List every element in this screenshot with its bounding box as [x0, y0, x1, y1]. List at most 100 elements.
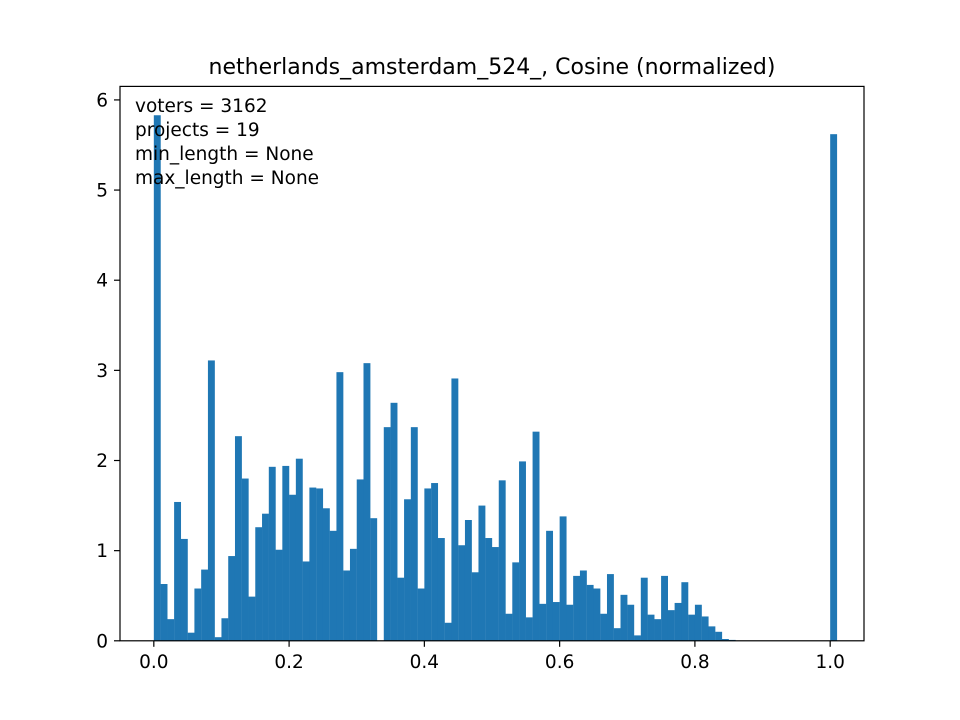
histogram-bar [201, 569, 209, 641]
histogram-bar [241, 478, 249, 641]
y-tick-label: 6 [96, 90, 108, 111]
histogram-bar [667, 610, 675, 641]
histogram-bar [552, 602, 560, 641]
histogram-bar [458, 545, 466, 641]
histogram-bar [525, 617, 533, 641]
histogram-bar [282, 465, 290, 641]
histogram-bar [444, 622, 452, 641]
histogram-bar [579, 570, 587, 641]
histogram-bar [654, 619, 662, 641]
x-tick-label: 0.8 [680, 652, 709, 673]
histogram-bar [478, 505, 486, 641]
y-axis: 0 1 2 3 4 5 6 [96, 90, 120, 652]
histogram-bar [586, 584, 594, 641]
histogram-bar [228, 556, 236, 641]
histogram-bar [606, 574, 614, 641]
histogram-bar [174, 501, 182, 641]
histogram-bar [262, 513, 269, 641]
histogram-bar [424, 488, 432, 641]
annotation-max-length: max_length = None [135, 168, 319, 189]
histogram-bar [647, 614, 655, 641]
histogram-bar [180, 538, 188, 641]
histogram-bar [214, 637, 222, 641]
histogram-bar [356, 479, 364, 641]
histogram-bar [160, 584, 168, 641]
histogram-bar [559, 516, 567, 641]
histogram-bar [309, 487, 317, 641]
x-axis: 0.0 0.2 0.4 0.6 0.8 1.0 [139, 640, 845, 673]
histogram-bar [295, 458, 303, 641]
histogram-bar [701, 616, 709, 641]
histogram-bar [539, 603, 547, 641]
histogram-bar [532, 431, 540, 641]
annotation-min-length: min_length = None [135, 144, 314, 165]
histogram-bar [383, 427, 391, 641]
histogram-bar [329, 530, 337, 641]
histogram-bar [336, 372, 344, 641]
histogram-bar [694, 604, 702, 641]
histogram-bar [613, 628, 621, 641]
histogram-bar [302, 561, 310, 641]
y-tick-label: 1 [96, 541, 108, 562]
histogram-bar [708, 626, 716, 641]
axes-frame [119, 85, 865, 642]
y-tick-label: 5 [96, 181, 108, 202]
histogram-bar [437, 538, 445, 641]
histogram-bar [343, 570, 351, 641]
annotation-projects: projects = 19 [135, 120, 260, 141]
histogram-bar [640, 577, 648, 641]
histogram-bar [688, 614, 696, 641]
histogram-bar [275, 549, 283, 641]
histogram-bar [485, 538, 493, 641]
histogram-bar [187, 632, 195, 641]
histogram-bar [505, 613, 513, 641]
annotation-voters: voters = 3162 [135, 96, 268, 117]
histogram-bar [410, 427, 418, 641]
histogram-bar [234, 436, 242, 641]
histogram-bar [363, 363, 371, 641]
histogram-bar [221, 618, 229, 641]
histogram-bar [153, 115, 161, 641]
histogram-bar [681, 582, 689, 641]
chart-title: netherlands_amsterdam_524_, Cosine (norm… [209, 55, 776, 80]
histogram-bar [512, 562, 520, 641]
histogram-bar [721, 639, 729, 641]
histogram-bar [634, 635, 641, 641]
histogram-bar [451, 378, 459, 641]
histogram-bar [715, 631, 723, 641]
histogram-bar [255, 527, 263, 641]
histogram-bar [194, 588, 202, 641]
bars-group [153, 115, 838, 641]
histogram-bar [471, 572, 479, 641]
histogram-bar [349, 548, 357, 641]
histogram-bar [390, 402, 398, 641]
histogram-bar [546, 530, 554, 641]
x-tick-label: 0.6 [545, 652, 574, 673]
x-tick-label: 0.2 [274, 652, 303, 673]
histogram-bar [593, 588, 601, 641]
histogram-bar [566, 604, 574, 641]
histogram-bar [519, 461, 526, 641]
histogram-bar [620, 594, 628, 641]
x-tick-label: 0.4 [410, 652, 439, 673]
histogram-bar [397, 577, 405, 641]
histogram-bar [492, 547, 499, 641]
histogram-bar [661, 575, 668, 641]
histogram-bar [370, 518, 378, 641]
histogram-bar [404, 499, 411, 641]
histogram-bar [316, 488, 324, 641]
histogram-bar [627, 604, 635, 641]
histogram-bar [464, 520, 472, 641]
histogram-bar [322, 508, 330, 641]
histogram-bar [600, 613, 608, 641]
histogram-bar [674, 602, 682, 641]
y-tick-label: 3 [96, 361, 108, 382]
y-tick-label: 0 [96, 631, 108, 652]
histogram-bar [167, 619, 175, 641]
histogram-bar [498, 480, 506, 641]
histogram-bar [431, 483, 439, 641]
histogram-bar [573, 575, 581, 641]
histogram-bar [268, 466, 276, 641]
x-tick-label: 0.0 [139, 652, 168, 673]
